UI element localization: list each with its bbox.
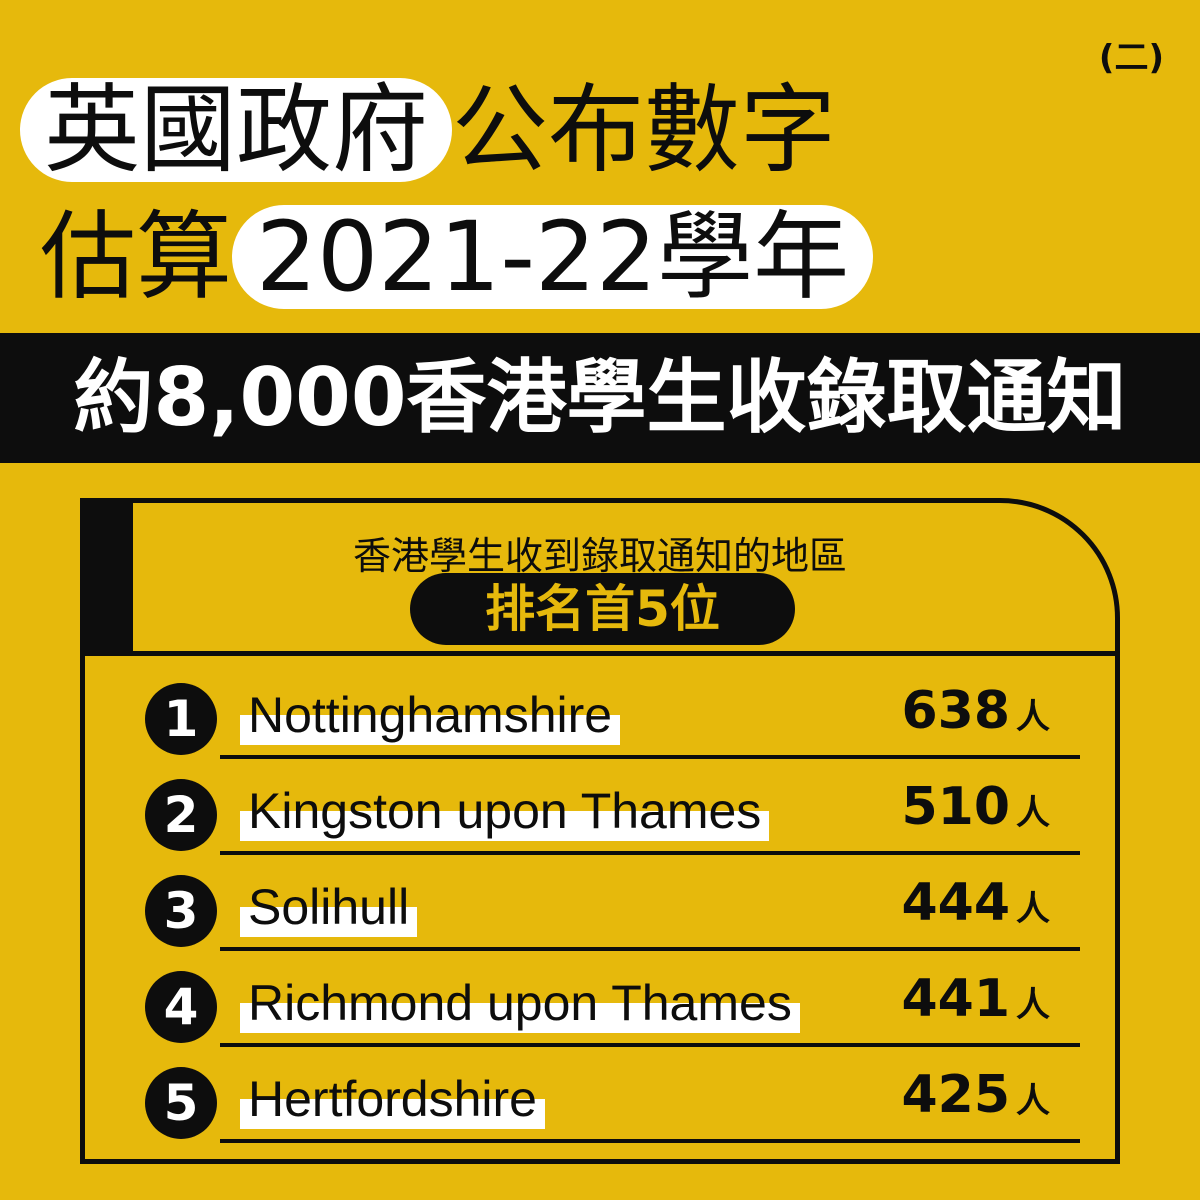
region-name: Nottinghamshire — [240, 685, 621, 745]
divider — [85, 651, 1115, 656]
unit-label: 人 — [1016, 985, 1050, 1025]
underline — [220, 1139, 1080, 1143]
student-count: 510 人 — [901, 777, 1050, 837]
student-count: 444 人 — [901, 873, 1050, 933]
rank-number: 5 — [145, 1067, 217, 1139]
count-value: 510 — [901, 777, 1010, 837]
student-count: 425 人 — [901, 1065, 1050, 1125]
title-highlight-2: 2021-22學年 — [232, 205, 874, 309]
rank-number: 3 — [145, 875, 217, 947]
underline — [220, 947, 1080, 951]
region-name: Richmond upon Thames — [240, 973, 800, 1033]
list-item: 5 Hertfordshire 425 人 — [140, 1059, 1080, 1143]
unit-label: 人 — [1016, 889, 1050, 929]
region-name: Kingston upon Thames — [240, 781, 770, 841]
decor-bar — [85, 503, 133, 653]
panel-subtitle: 香港學生收到錄取通知的地區 — [352, 534, 847, 578]
unit-label: 人 — [1016, 697, 1050, 737]
underline — [220, 851, 1080, 855]
count-value: 425 — [901, 1065, 1010, 1125]
list-item: 3 Solihull 444 人 — [140, 867, 1080, 951]
headline: 約8,000香港學生收錄取通知 — [0, 333, 1200, 463]
rank-number: 1 — [145, 683, 217, 755]
rank-number: 4 — [145, 971, 217, 1043]
rank-label: 排名首5位 — [410, 573, 795, 645]
rank-number: 2 — [145, 779, 217, 851]
title-rest-1: 公布數字 — [452, 74, 836, 186]
list-item: 2 Kingston upon Thames 510 人 — [140, 771, 1080, 855]
unit-label: 人 — [1016, 793, 1050, 833]
count-value: 441 — [901, 969, 1010, 1029]
underline — [220, 755, 1080, 759]
list-item: 4 Richmond upon Thames 441 人 — [140, 963, 1080, 1047]
student-count: 441 人 — [901, 969, 1050, 1029]
region-name: Solihull — [240, 877, 418, 937]
count-value: 638 — [901, 681, 1010, 741]
title-line-2: 估算 2021-22學年 — [40, 205, 874, 309]
page-number-badge: (二) — [1098, 38, 1164, 78]
ranking-panel: 香港學生收到錄取通知的地區 排名首5位 1 Nottinghamshire 63… — [80, 498, 1120, 1164]
title-start-2: 估算 — [40, 201, 232, 313]
title-highlight-1: 英國政府 — [20, 78, 452, 182]
region-name: Hertfordshire — [240, 1069, 545, 1129]
title-line-1: 英國政府 公布數字 — [20, 78, 836, 182]
unit-label: 人 — [1016, 1081, 1050, 1121]
student-count: 638 人 — [901, 681, 1050, 741]
underline — [220, 1043, 1080, 1047]
list-item: 1 Nottinghamshire 638 人 — [140, 675, 1080, 759]
count-value: 444 — [901, 873, 1010, 933]
